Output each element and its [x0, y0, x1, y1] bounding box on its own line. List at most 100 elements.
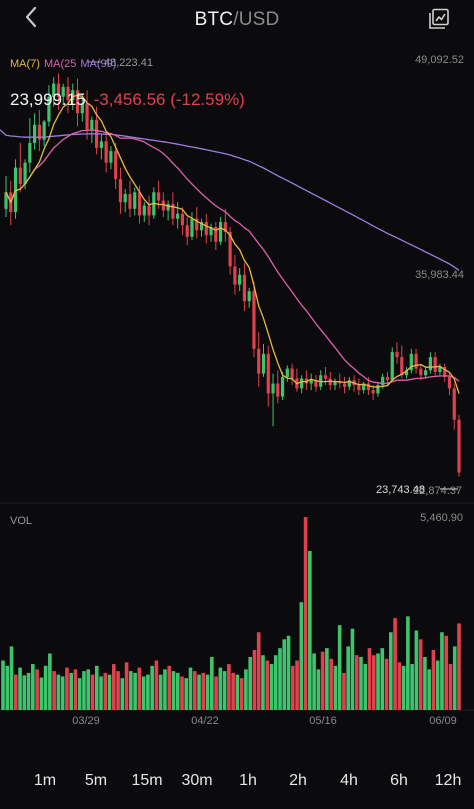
candle-body: [233, 266, 237, 285]
interval-tab-30m[interactable]: 30m: [181, 772, 213, 789]
candle-body: [204, 222, 208, 236]
candle-body: [166, 203, 170, 211]
volume-bar: [1, 660, 5, 710]
volume-bar: [295, 660, 299, 710]
volume-bar: [325, 648, 329, 710]
volume-bar: [239, 678, 244, 710]
candle-body: [199, 222, 204, 231]
interval-tab-2h[interactable]: 2h: [289, 772, 307, 789]
volume-bar: [235, 674, 240, 710]
volume-bar: [435, 660, 440, 710]
volume-bar: [26, 672, 31, 710]
x-tick-label: 03/29: [72, 715, 100, 727]
volume-bar: [69, 672, 73, 710]
volume-bar: [65, 667, 69, 710]
volume-bar: [163, 669, 167, 710]
volume-bar: [227, 664, 231, 710]
volume-bar: [167, 665, 172, 710]
candle-body: [118, 179, 123, 203]
back-button[interactable]: [24, 6, 48, 32]
volume-bar: [201, 672, 206, 710]
chevron-left-icon: [25, 6, 37, 28]
candle-body: [90, 119, 94, 130]
candle-body: [452, 388, 456, 420]
candle-body: [266, 353, 270, 394]
pair-separator: /: [233, 9, 239, 30]
volume-bar: [286, 635, 291, 710]
candle-body: [400, 357, 404, 376]
volume-bar: [308, 550, 312, 710]
x-tick-label: 04/22: [191, 715, 219, 727]
candle-body: [80, 103, 84, 114]
candle-body: [409, 353, 413, 371]
volume-bar: [290, 665, 295, 710]
candle-body: [280, 376, 285, 397]
candle-body: [13, 167, 18, 213]
candle-body: [333, 381, 337, 386]
interval-tab-1m[interactable]: 1m: [33, 772, 57, 789]
candle-body: [128, 193, 132, 209]
chart-toggle-button[interactable]: [428, 8, 450, 30]
candle-body: [242, 274, 247, 302]
volume-bar: [116, 671, 120, 710]
volume-bar: [99, 676, 103, 710]
candle-body: [56, 83, 61, 97]
volume-bar: [120, 678, 125, 710]
candle-body: [366, 383, 370, 391]
x-tick-label: 05/16: [309, 715, 337, 727]
candle-body: [438, 366, 442, 372]
candle-body: [395, 352, 399, 358]
interval-tab-6h[interactable]: 6h: [390, 772, 408, 789]
candle-body: [180, 213, 185, 226]
volume-bar: [188, 667, 193, 710]
volume-bar: [299, 602, 304, 710]
candle-body: [185, 225, 189, 237]
volume-bar: [440, 632, 444, 710]
volume-bar: [397, 662, 402, 710]
interval-tab-5m[interactable]: 5m: [84, 772, 108, 789]
price-axis-label: 35,983.44: [415, 269, 464, 281]
candle-body: [223, 222, 227, 232]
candle-body: [37, 124, 41, 140]
candle-body: [276, 383, 280, 397]
volume-bar: [210, 656, 214, 710]
candle-body: [114, 151, 118, 180]
candle-body: [328, 378, 332, 386]
interval-tab-12h[interactable]: 12h: [434, 772, 462, 789]
volume-bar: [150, 665, 154, 710]
volume-bar: [452, 646, 457, 710]
volume-bar: [367, 648, 372, 710]
candle-body: [47, 96, 51, 122]
candle-body: [66, 86, 70, 101]
volume-bar: [342, 672, 346, 710]
ma99-line: [0, 129, 460, 271]
volume-bar: [13, 674, 18, 710]
candle-body: [300, 378, 304, 389]
volume-bar: [231, 672, 235, 710]
candle-body: [23, 162, 27, 185]
candle-body: [371, 390, 375, 394]
price-chart[interactable]: 03/29 04/22 05/16 06/09 49,092.52 35,983.44 22…: [0, 40, 474, 730]
volume-bar: [35, 669, 39, 710]
candle-body: [176, 213, 180, 219]
volume-bar: [31, 664, 35, 710]
candle-body: [457, 419, 461, 473]
interval-tab-1h[interactable]: 1h: [239, 772, 257, 789]
volume-bar: [82, 671, 86, 710]
price-change: -3,456.56 (-12.59%): [93, 90, 245, 109]
volume-bar: [107, 674, 112, 710]
candle-body: [142, 205, 146, 216]
candle-body: [161, 200, 165, 211]
candle-body: [309, 380, 313, 384]
interval-tab-15m[interactable]: 15m: [131, 772, 163, 789]
candle-body: [347, 380, 351, 387]
quote-asset: USD: [238, 9, 280, 30]
volume-bar: [278, 648, 282, 710]
volume-bar: [137, 667, 142, 710]
interval-tab-4h[interactable]: 4h: [340, 772, 358, 789]
ma-legend: MA(7) MA(25 MA(99): [10, 58, 120, 70]
volume-bar: [180, 676, 184, 710]
volume-bar: [94, 665, 99, 710]
candle-body: [156, 192, 161, 201]
volume-bar: [261, 655, 265, 710]
